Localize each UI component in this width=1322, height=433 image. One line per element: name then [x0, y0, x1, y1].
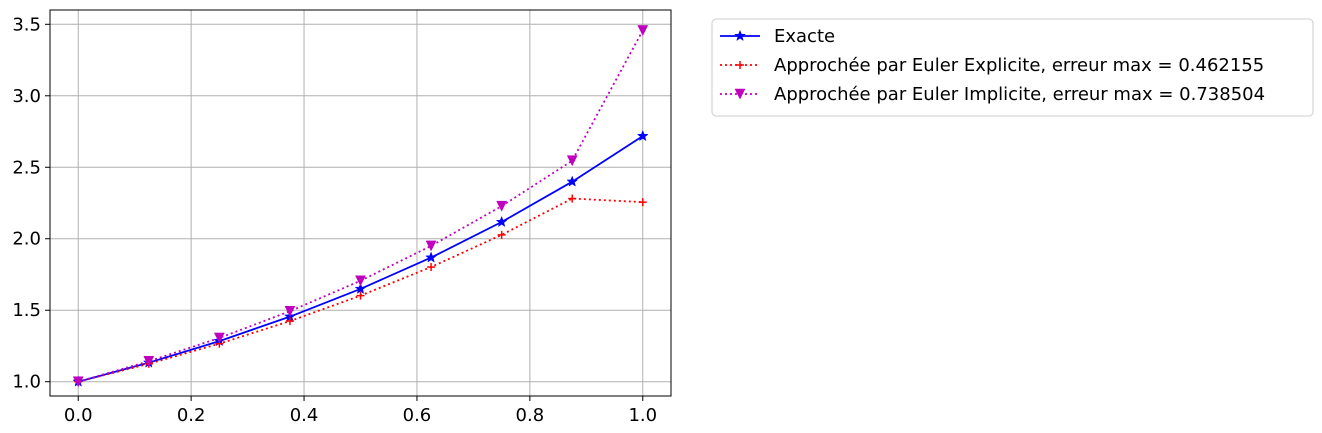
- data-point-marker: [636, 129, 649, 142]
- legend-label: Exacte: [774, 26, 835, 47]
- data-point-marker: [637, 25, 649, 37]
- y-tick-label: 2.5: [12, 157, 41, 178]
- series-line: [77, 30, 644, 383]
- y-tick-label: 1.0: [12, 372, 41, 393]
- series-2: [72, 25, 649, 388]
- y-tick-label: 1.5: [12, 300, 41, 321]
- grid: [50, 10, 671, 396]
- data-point-marker: [425, 240, 437, 252]
- data-point-marker: [143, 356, 155, 367]
- data-point-marker: [284, 305, 296, 317]
- data-point-marker: [497, 230, 506, 239]
- data-point-marker: [425, 251, 437, 263]
- data-point-marker: [496, 200, 508, 212]
- plot-frame: [49, 9, 672, 397]
- axis-ticks: 0.0 0.2 0.4 0.6 0.8 1.0 1.0 1.5 2.0 2.5 3.0 3.5: [12, 14, 657, 426]
- data-point-marker: [568, 194, 577, 203]
- x-tick-label: 0.8: [516, 405, 545, 426]
- data-point-marker: [355, 275, 366, 287]
- series-line: [77, 135, 644, 383]
- legend-item-0: Exacte: [720, 26, 835, 47]
- y-tick-label: 3.5: [12, 14, 41, 35]
- y-tick-label: 2.0: [12, 229, 41, 250]
- x-tick-label: 1.0: [628, 405, 657, 426]
- data-point-marker: [495, 215, 508, 228]
- data-point-marker: [72, 376, 84, 388]
- plot-series: [72, 25, 649, 388]
- y-tick-label: 3.0: [12, 86, 41, 107]
- legend-item-1: Approchée par Euler Explicite, erreur ma…: [720, 55, 1264, 76]
- legend-label: Approchée par Euler Explicite, erreur ma…: [774, 55, 1264, 76]
- data-point-marker: [566, 155, 578, 167]
- data-point-marker: [734, 29, 746, 42]
- x-tick-label: 0.6: [403, 405, 432, 426]
- x-tick-label: 0.4: [290, 405, 319, 426]
- x-tick-label: 0.2: [177, 405, 206, 426]
- data-point-marker: [356, 291, 365, 300]
- legend-label: Approchée par Euler Implicite, erreur ma…: [774, 84, 1265, 105]
- legend-item-2: Approchée par Euler Implicite, erreur ma…: [720, 84, 1265, 105]
- data-point-marker: [638, 198, 647, 207]
- series-0: [72, 129, 649, 387]
- data-point-marker: [427, 263, 436, 272]
- data-point-marker: [736, 61, 744, 69]
- data-point-marker: [354, 282, 367, 294]
- data-point-marker: [734, 88, 746, 100]
- data-point-marker: [213, 332, 225, 344]
- data-point-marker: [285, 317, 294, 326]
- x-tick-label: 0.0: [64, 405, 93, 426]
- legend-box: [711, 18, 1314, 117]
- data-point-marker: [566, 175, 579, 187]
- legend: Exacte Approchée par Euler Explicite, err…: [711, 18, 1314, 117]
